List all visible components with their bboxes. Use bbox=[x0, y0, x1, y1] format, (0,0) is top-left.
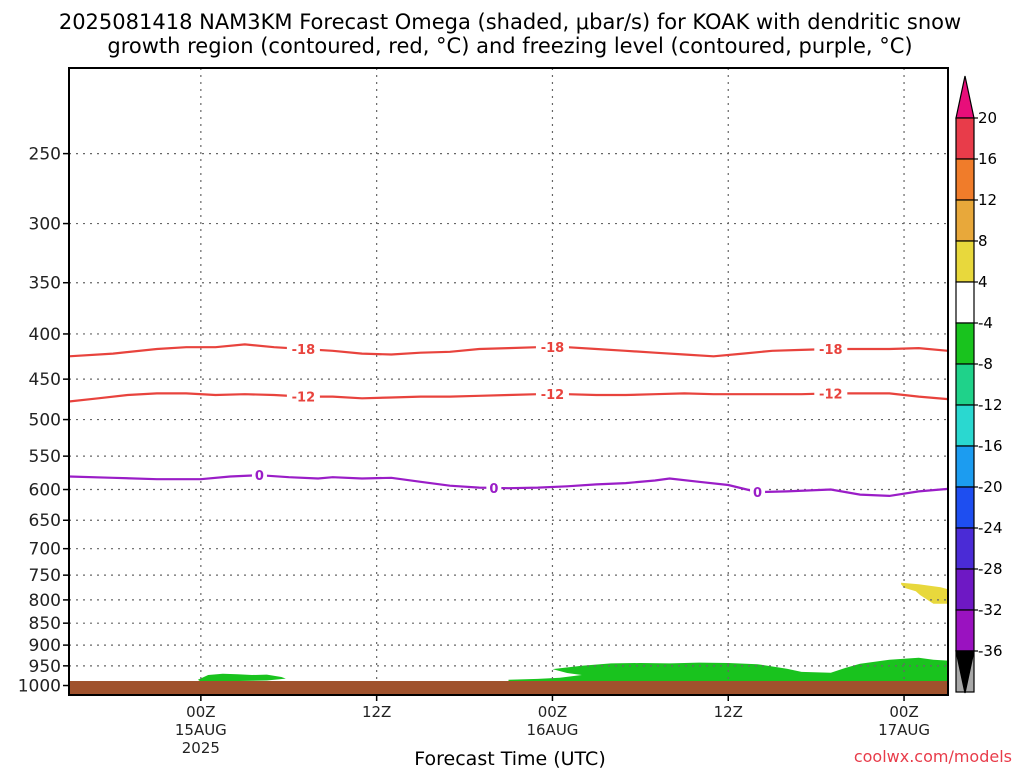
y-tick-label: 550 bbox=[29, 447, 61, 467]
colorbar-label: -8 bbox=[978, 355, 993, 373]
x-tick-date: 15AUG bbox=[175, 721, 227, 739]
y-tick-label: 800 bbox=[29, 591, 61, 611]
chart-title-line2: growth region (contoured, red, °C) and f… bbox=[107, 34, 912, 58]
colorbar-label: 20 bbox=[978, 109, 997, 127]
colorbar-top-arrow bbox=[955, 75, 975, 119]
contour-label: 0 bbox=[489, 482, 498, 497]
y-tick-label: 900 bbox=[29, 636, 61, 656]
colorbar-bin bbox=[955, 445, 975, 488]
colorbar-bin bbox=[955, 609, 975, 652]
contour-label: -12 bbox=[292, 391, 316, 406]
colorbar-label: 4 bbox=[978, 273, 988, 291]
y-tick-label: 750 bbox=[29, 566, 61, 586]
colorbar-bin bbox=[955, 527, 975, 570]
omega-region bbox=[197, 673, 286, 682]
y-axis: 2503003504004505005506006507007508008509… bbox=[18, 145, 69, 697]
contour-label-bg bbox=[286, 341, 320, 357]
contour-label: 0 bbox=[753, 486, 762, 501]
omega-shading bbox=[197, 582, 948, 687]
watermark: coolwx.com/models bbox=[854, 747, 1012, 766]
x-tick-date: 16AUG bbox=[526, 721, 578, 739]
y-tick-label: 300 bbox=[29, 215, 61, 235]
y-tick-label: 250 bbox=[29, 145, 61, 165]
colorbar-label: 12 bbox=[978, 191, 997, 209]
colorbar-label: -4 bbox=[978, 314, 993, 332]
x-tick-label: 12Z bbox=[714, 703, 743, 721]
x-tick-label: 12Z bbox=[362, 703, 391, 721]
colorbar-bin bbox=[955, 568, 975, 611]
y-tick-label: 650 bbox=[29, 511, 61, 531]
colorbar-bin bbox=[955, 404, 975, 447]
y-tick-label: 600 bbox=[29, 481, 61, 501]
contour-label: -18 bbox=[541, 341, 565, 356]
chart-title-line1: 2025081418 NAM3KM Forecast Omega (shaded… bbox=[59, 10, 961, 34]
colorbar-label: -20 bbox=[978, 478, 1003, 496]
colorbar-label: -28 bbox=[978, 560, 1003, 578]
contour-lines: -18 -18 -18 -12 -12 -12 0 0 0 bbox=[68, 339, 949, 501]
contour-label-bg bbox=[251, 467, 267, 483]
contour-label-bg bbox=[486, 479, 502, 495]
omega-region bbox=[508, 657, 948, 687]
contour-label-bg bbox=[750, 484, 766, 500]
colorbar-bin bbox=[955, 199, 975, 242]
contour-label: -18 bbox=[292, 343, 316, 358]
x-tick-label: 00Z bbox=[538, 703, 567, 721]
plot-background bbox=[69, 68, 948, 695]
contour-label: -12 bbox=[819, 387, 843, 402]
contour-line bbox=[68, 343, 949, 358]
x-tick-label: 00Z bbox=[889, 703, 918, 721]
contour-label-bg bbox=[286, 388, 320, 404]
colorbar-bin bbox=[955, 486, 975, 529]
x-tick-label: 00Z bbox=[186, 703, 215, 721]
colorbar-label: -12 bbox=[978, 396, 1003, 414]
contour-label-bg bbox=[814, 385, 848, 401]
y-tick-label: 850 bbox=[29, 614, 61, 634]
y-tick-label: 1000 bbox=[18, 677, 61, 697]
colorbar-label: -16 bbox=[978, 437, 1003, 455]
ground-fill bbox=[69, 681, 948, 695]
colorbar: 20 16 12 8 4 -4 -8 -12 -16 -20 -24 -28 -32 -36 bbox=[955, 75, 1003, 694]
colorbar-bin bbox=[955, 158, 975, 201]
x-tick-year: 2025 bbox=[182, 739, 220, 757]
y-tick-label: 700 bbox=[29, 540, 61, 560]
x-axis-label: Forecast Time (UTC) bbox=[414, 748, 605, 768]
contour-label-bg bbox=[535, 386, 569, 402]
contour-label: -18 bbox=[819, 343, 843, 358]
colorbar-bin bbox=[955, 281, 975, 324]
contour-label: 0 bbox=[255, 469, 264, 484]
colorbar-label: -24 bbox=[978, 519, 1003, 537]
y-tick-label: 350 bbox=[29, 274, 61, 294]
colorbar-bottom-arrow bbox=[955, 650, 975, 694]
colorbar-bin bbox=[955, 322, 975, 365]
plot-area: -18 -18 -18 -12 -12 -12 0 0 0 bbox=[68, 67, 949, 696]
omega-region bbox=[901, 582, 948, 604]
x-tick-date: 17AUG bbox=[878, 721, 930, 739]
colorbar-label: 8 bbox=[978, 232, 988, 250]
colorbar-bin bbox=[955, 240, 975, 283]
colorbar-label: -36 bbox=[978, 642, 1003, 660]
plot-frame bbox=[68, 67, 949, 696]
colorbar-label: 16 bbox=[978, 150, 997, 168]
y-tick-label: 450 bbox=[29, 370, 61, 390]
contour-label-bg bbox=[535, 339, 569, 355]
y-tick-label: 950 bbox=[29, 657, 61, 677]
contour-label-bg bbox=[814, 341, 848, 357]
colorbar-bin bbox=[955, 117, 975, 160]
y-tick-label: 400 bbox=[29, 325, 61, 345]
colorbar-label: -32 bbox=[978, 601, 1003, 619]
y-tick-label: 500 bbox=[29, 411, 61, 431]
colorbar-bin bbox=[955, 363, 975, 406]
contour-line bbox=[68, 392, 949, 403]
contour-label: -12 bbox=[541, 388, 565, 403]
